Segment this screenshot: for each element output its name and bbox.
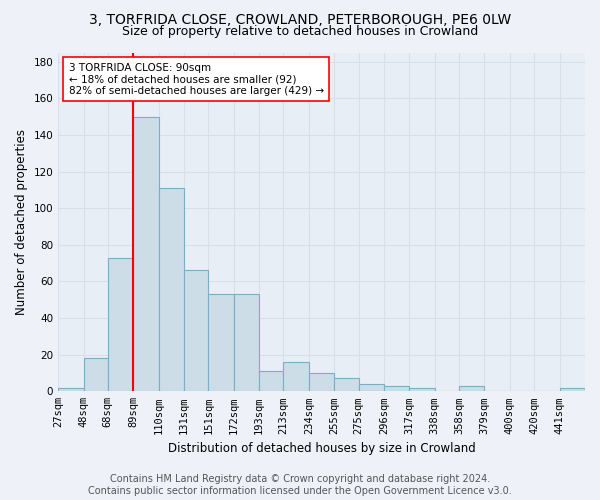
Bar: [309, 373, 334, 392]
Y-axis label: Number of detached properties: Number of detached properties: [15, 129, 28, 315]
Text: 3, TORFRIDA CLOSE, CROWLAND, PETERBOROUGH, PE6 0LW: 3, TORFRIDA CLOSE, CROWLAND, PETERBOROUG…: [89, 12, 511, 26]
Text: Contains HM Land Registry data © Crown copyright and database right 2024.
Contai: Contains HM Land Registry data © Crown c…: [88, 474, 512, 496]
Bar: [83, 358, 108, 392]
Bar: [158, 188, 184, 392]
Bar: [259, 371, 283, 392]
Bar: [108, 258, 133, 392]
Bar: [58, 388, 83, 392]
Bar: [359, 384, 384, 392]
Bar: [133, 116, 158, 392]
Bar: [184, 270, 208, 392]
Bar: [409, 388, 435, 392]
Bar: [459, 386, 484, 392]
Bar: [234, 294, 259, 392]
X-axis label: Distribution of detached houses by size in Crowland: Distribution of detached houses by size …: [168, 442, 475, 455]
Text: Size of property relative to detached houses in Crowland: Size of property relative to detached ho…: [122, 25, 478, 38]
Text: 3 TORFRIDA CLOSE: 90sqm
← 18% of detached houses are smaller (92)
82% of semi-de: 3 TORFRIDA CLOSE: 90sqm ← 18% of detache…: [69, 62, 324, 96]
Bar: [560, 388, 585, 392]
Bar: [283, 362, 309, 392]
Bar: [384, 386, 409, 392]
Bar: [334, 378, 359, 392]
Bar: [208, 294, 234, 392]
